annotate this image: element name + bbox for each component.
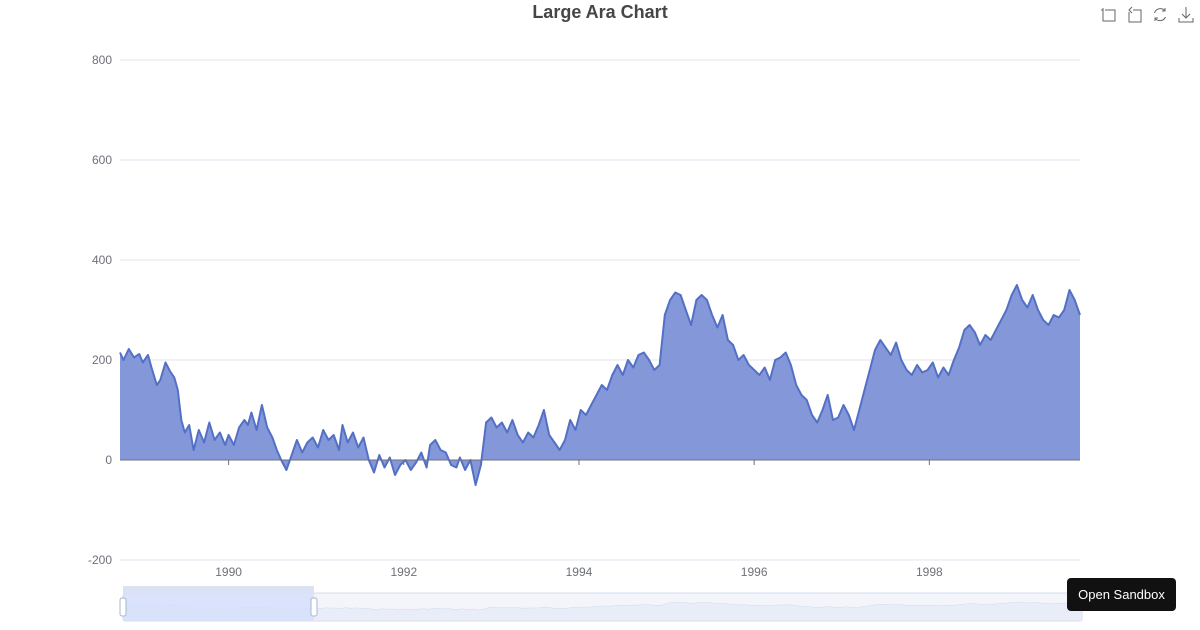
y-tick-label: 800 xyxy=(92,53,112,67)
x-tick-label: 1990 xyxy=(215,565,242,579)
x-tick-label: 1998 xyxy=(916,565,943,579)
restore-icon xyxy=(1154,8,1166,22)
zoom-reset-icon xyxy=(1128,6,1142,23)
x-tick-label: 1992 xyxy=(390,565,417,579)
x-tick-label: 1994 xyxy=(566,565,593,579)
y-grid-lines xyxy=(120,59,1080,561)
series-line xyxy=(119,284,1081,486)
toolbox xyxy=(1100,6,1194,24)
y-axis-labels: -200 0 200 400 600 800 xyxy=(88,53,112,567)
zoom-button[interactable] xyxy=(1100,6,1116,24)
y-tick-label: 200 xyxy=(92,353,112,367)
datazoom-move-handle[interactable] xyxy=(123,586,314,593)
x-axis-ticks: 1990 1992 1994 1996 1998 xyxy=(215,460,943,579)
save-image-icon xyxy=(1178,7,1194,23)
datazoom-selected-range[interactable] xyxy=(123,593,314,621)
datazoom-start-handle[interactable] xyxy=(119,597,127,617)
datazoom-slider[interactable] xyxy=(119,586,1083,622)
y-tick-label: -200 xyxy=(88,553,112,567)
zoom-reset-button[interactable] xyxy=(1126,6,1142,24)
y-tick-label: 400 xyxy=(92,253,112,267)
restore-button[interactable] xyxy=(1152,6,1168,24)
x-tick-label: 1996 xyxy=(741,565,768,579)
chart-title: Large Ara Chart xyxy=(532,2,668,22)
area-fill xyxy=(120,285,1080,485)
y-tick-label: 0 xyxy=(105,453,112,467)
y-tick-label: 600 xyxy=(92,153,112,167)
open-sandbox-button[interactable]: Open Sandbox xyxy=(1067,578,1176,611)
datazoom-end-handle[interactable] xyxy=(310,597,318,617)
zoom-icon xyxy=(1101,8,1116,22)
save-image-button[interactable] xyxy=(1178,6,1194,24)
